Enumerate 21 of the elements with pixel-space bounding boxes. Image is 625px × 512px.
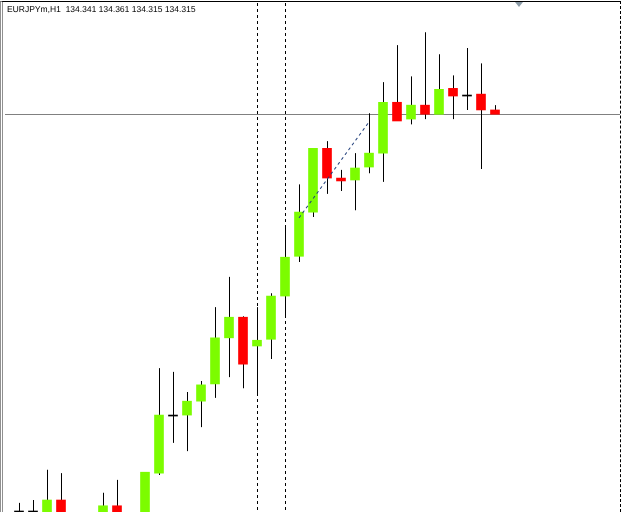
- candlestick: [98, 492, 108, 512]
- candlestick: [14, 502, 24, 512]
- candlestick: [476, 62, 486, 170]
- candlestick: [168, 371, 178, 444]
- candlestick: [42, 469, 52, 512]
- candlestick: [196, 380, 206, 428]
- candlestick: [28, 500, 38, 512]
- candlestick: [420, 32, 430, 120]
- candlestick: [112, 479, 122, 512]
- chart-title: EURJPYm,H1 134.341 134.361 134.315 134.315: [7, 4, 196, 14]
- candlestick: [462, 48, 472, 110]
- candlestick: [224, 276, 234, 378]
- candlestick: [448, 74, 458, 120]
- candlestick: [490, 104, 500, 115]
- candlestick: [336, 169, 346, 192]
- candlestick: [182, 392, 192, 452]
- candlestick: [56, 472, 66, 512]
- candlestick: [406, 76, 416, 125]
- candlestick: [392, 44, 402, 122]
- candlestick: [364, 112, 374, 174]
- candlestick: [350, 152, 360, 211]
